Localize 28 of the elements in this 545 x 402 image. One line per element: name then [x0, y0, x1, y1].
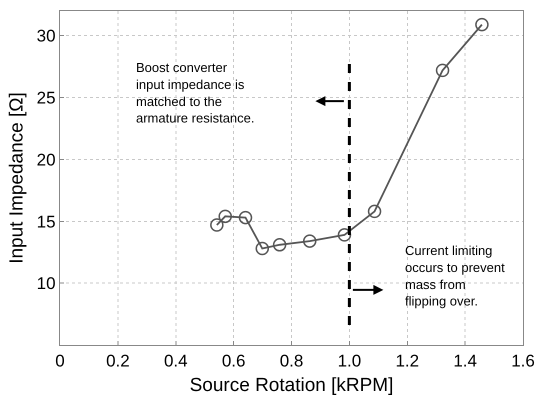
- point: [238, 210, 252, 224]
- y-axis-title: Input Impedance [Ω]: [6, 92, 28, 264]
- x-tick-label: 1.6: [511, 351, 535, 370]
- y-tick-label: 20: [36, 150, 56, 170]
- point: [368, 204, 382, 218]
- y-tick-label: 25: [36, 88, 56, 108]
- point: [272, 238, 286, 252]
- x-axis-title: Source Rotation [kRPM]: [190, 375, 394, 396]
- point: [210, 218, 224, 232]
- annotation: Current limiting occurs to prevent mass from flipping over.: [405, 243, 506, 309]
- x-tick-label: 0: [55, 351, 65, 370]
- y-tick-label: 10: [36, 274, 56, 294]
- point: [256, 242, 270, 256]
- x-tick-label: 0.4: [164, 351, 188, 370]
- x-tick-label: 0.8: [280, 351, 304, 370]
- x-tick-label: 1.2: [395, 351, 420, 370]
- y-tick-label: 30: [36, 26, 56, 46]
- point: [302, 234, 316, 248]
- x-tick-label: 0.6: [222, 351, 246, 370]
- point: [436, 64, 450, 78]
- x-tick-label: 1.4: [453, 351, 477, 370]
- point: [218, 210, 232, 224]
- y-tick-label: 15: [36, 212, 56, 232]
- point: [338, 228, 352, 242]
- point: [475, 18, 489, 32]
- x-tick-label: 1.0: [338, 351, 362, 370]
- x-tick-label: 0.2: [106, 351, 130, 370]
- annotation: Boost converter input impedance is matched to the armature resistance.: [136, 60, 254, 126]
